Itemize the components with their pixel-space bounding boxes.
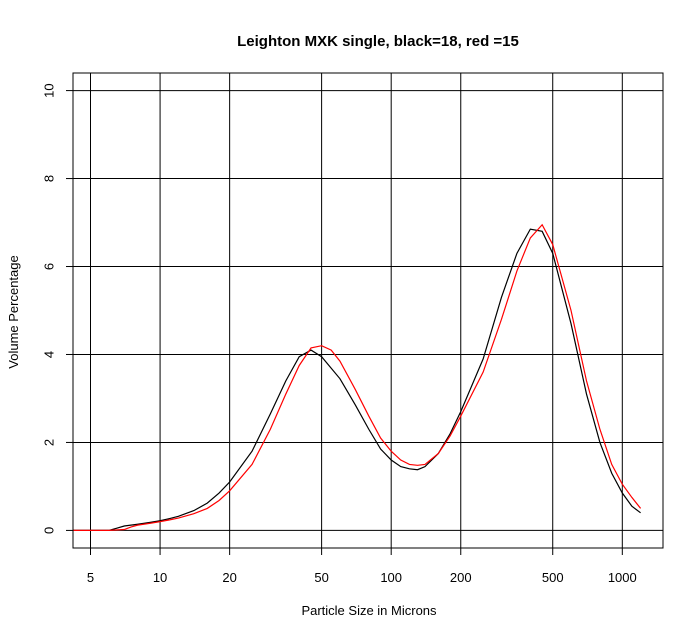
series-line-1 [73, 228, 641, 532]
y-tick-label: 2 [41, 439, 56, 446]
x-axis-ticks: 5 10 20 50 100 200 500 1000 [87, 548, 637, 585]
y-tick-label: 10 [41, 83, 56, 97]
chart-title: Leighton MXK single, black=18, red =15 [237, 33, 519, 50]
series-line-2 [73, 223, 642, 532]
x-tick-label: 200 [450, 570, 472, 585]
y-axis-label: Volume Percentage [6, 255, 21, 368]
x-tick-label: 5 [87, 570, 94, 585]
plot-area-border [72, 72, 664, 549]
y-tick-label: 6 [41, 263, 56, 270]
x-tick-label: 1000 [608, 570, 637, 585]
y-tick-label: 8 [41, 175, 56, 182]
x-tick-label: 50 [314, 570, 328, 585]
series-lines [73, 223, 642, 532]
x-tick-label: 100 [380, 570, 402, 585]
grid-lines [73, 73, 663, 548]
y-tick-label: 4 [41, 351, 56, 358]
y-tick-label: 0 [41, 527, 56, 534]
y-axis-ticks: 0 2 4 6 8 10 [41, 83, 73, 534]
x-tick-label: 10 [153, 570, 167, 585]
x-tick-label: 500 [542, 570, 564, 585]
x-tick-label: 20 [222, 570, 236, 585]
x-axis-label: Particle Size in Microns [301, 603, 437, 618]
